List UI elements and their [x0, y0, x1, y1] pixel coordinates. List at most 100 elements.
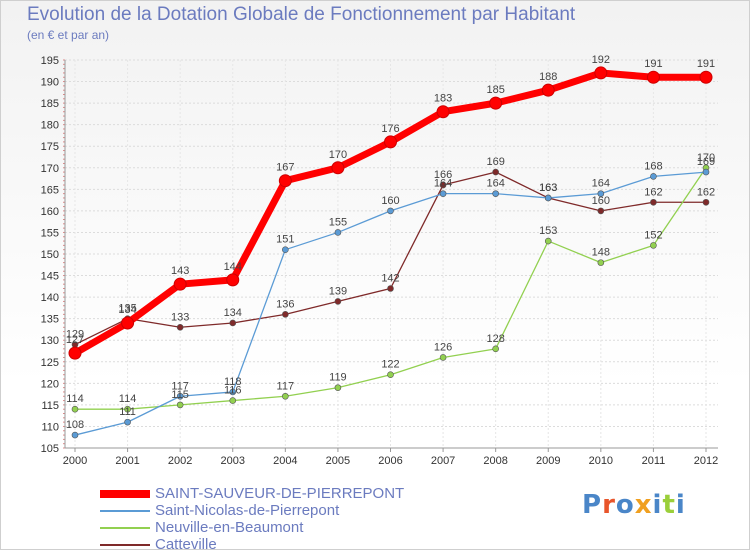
data-point	[176, 401, 184, 409]
x-tick-label: 2004	[273, 455, 297, 467]
legend-item-saint-nicolas: Saint-Nicolas-de-Pierrepont	[100, 502, 404, 519]
data-label: 133	[171, 311, 189, 323]
x-tick-label: 2012	[694, 455, 718, 467]
data-point	[121, 316, 135, 330]
data-label: 127	[66, 334, 84, 346]
data-point	[334, 229, 342, 236]
y-tick-label: 160	[41, 206, 59, 218]
data-point	[650, 173, 657, 180]
x-tick-label: 2007	[431, 455, 455, 467]
data-point	[176, 392, 184, 400]
data-point	[646, 70, 660, 84]
x-tick-label: 2006	[378, 455, 402, 467]
data-label: 114	[66, 393, 84, 405]
data-point	[173, 277, 187, 291]
data-label: 191	[697, 58, 715, 70]
data-label: 164	[486, 178, 504, 190]
data-label: 108	[66, 419, 84, 431]
x-tick-label: 2010	[589, 455, 613, 467]
y-tick-label: 110	[41, 421, 59, 433]
legend-item-saint-sauveur: SAINT-SAUVEUR-DE-PIERREPONT	[100, 485, 404, 502]
grid-lines	[65, 59, 718, 449]
line-chart: 105 110 115 120 125 130 135 140 145 150 155 160 165 1…	[41, 54, 719, 467]
legend-swatch	[100, 489, 150, 498]
series-lines	[68, 66, 713, 439]
x-tick-label: 2011	[642, 455, 666, 467]
data-point	[597, 207, 605, 215]
data-label: 115	[171, 389, 189, 401]
x-tick-label: 2003	[221, 455, 245, 467]
data-label: 139	[329, 285, 347, 297]
data-label: 126	[434, 341, 452, 353]
data-point	[282, 392, 289, 400]
data-label: 167	[276, 162, 294, 174]
data-point	[439, 354, 447, 361]
data-point	[229, 319, 237, 327]
data-label: 170	[329, 149, 347, 161]
chart-title: Evolution de la Dotation Globale de Fonc…	[27, 4, 576, 25]
data-point	[226, 273, 240, 287]
data-point	[492, 168, 499, 176]
data-point	[650, 198, 657, 206]
data-label: 117	[277, 380, 295, 392]
data-label: 128	[486, 333, 504, 345]
data-label: 114	[119, 393, 137, 405]
data-label: 151	[276, 234, 294, 246]
data-point	[384, 135, 397, 149]
y-tick-label: 175	[41, 141, 59, 153]
logo-letter: i	[652, 490, 663, 520]
data-point	[71, 431, 79, 439]
data-label: 143	[171, 265, 189, 277]
data-label: 162	[697, 186, 715, 198]
x-tick-label: 2002	[168, 455, 192, 467]
data-label: 155	[329, 216, 347, 228]
legend-swatch	[100, 543, 150, 546]
data-point	[597, 190, 605, 197]
legend-label: SAINT-SAUVEUR-DE-PIERREPONT	[155, 485, 405, 502]
logo-letter: t	[662, 490, 676, 520]
data-label: 164	[434, 178, 452, 190]
data-point	[124, 418, 131, 426]
logo-letter: o	[615, 490, 635, 520]
data-point	[334, 384, 342, 391]
data-point	[436, 105, 450, 119]
data-label: 135	[118, 303, 136, 315]
data-label: 170	[697, 152, 715, 164]
data-point	[544, 194, 552, 202]
data-label: 169	[697, 156, 715, 168]
data-label: 129	[66, 329, 84, 341]
data-point	[387, 207, 394, 215]
data-point	[176, 323, 184, 331]
data-label: 162	[644, 186, 662, 198]
data-label: 136	[276, 298, 294, 310]
data-point	[492, 190, 499, 197]
data-label: 144	[224, 261, 242, 273]
data-label: 185	[486, 84, 504, 96]
data-label: 118	[224, 376, 242, 388]
data-point	[544, 237, 552, 245]
data-label: 183	[434, 93, 452, 105]
data-label: 160	[381, 195, 399, 207]
data-point	[699, 70, 713, 84]
y-tick-label: 150	[41, 249, 59, 261]
x-tick-label: 2001	[115, 455, 139, 467]
y-tick-label: 115	[41, 400, 59, 412]
y-tick-label: 170	[41, 163, 59, 175]
y-tick-label: 185	[41, 98, 59, 110]
logo-letter: i	[675, 490, 686, 520]
data-point	[650, 242, 657, 249]
data-point	[439, 190, 447, 197]
legend-label: Catteville	[155, 536, 217, 553]
data-label: 166	[434, 169, 452, 181]
data-label: 188	[539, 71, 557, 83]
y-tick-label: 105	[41, 443, 59, 455]
data-point	[541, 83, 555, 97]
legend-item-neuville: Neuville-en-Beaumont	[100, 519, 404, 536]
data-point	[334, 298, 342, 305]
data-point	[282, 311, 289, 318]
logo-letter: x	[634, 490, 653, 520]
data-label: 148	[592, 247, 610, 259]
y-tick-label: 155	[41, 227, 59, 239]
data-label: 134	[224, 307, 242, 319]
data-label: 111	[119, 406, 136, 418]
